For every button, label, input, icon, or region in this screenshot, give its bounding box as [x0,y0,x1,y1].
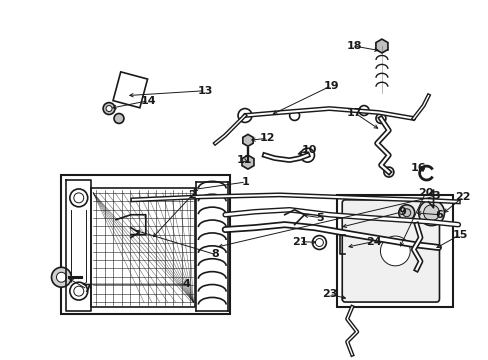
Circle shape [300,148,314,162]
Text: 3: 3 [432,191,439,201]
Bar [113,72,147,108]
Text: 5: 5 [316,213,324,223]
Circle shape [418,200,444,226]
Text: 16: 16 [410,163,426,173]
Circle shape [70,282,87,300]
Text: 19: 19 [323,81,339,91]
Text: 6: 6 [435,210,443,220]
Circle shape [398,205,414,221]
Bar [337,195,452,307]
Text: 22: 22 [455,192,470,202]
Text: 17: 17 [346,108,361,117]
Circle shape [238,109,251,122]
Circle shape [358,105,368,116]
Circle shape [51,267,71,287]
Circle shape [402,209,410,217]
Circle shape [315,239,323,247]
Text: 4: 4 [182,279,190,289]
Circle shape [375,113,385,123]
Text: 14: 14 [141,96,156,105]
Circle shape [423,205,439,221]
Text: 8: 8 [211,249,219,260]
Text: 15: 15 [452,230,467,239]
Circle shape [74,193,83,203]
Circle shape [312,235,325,249]
Circle shape [289,111,299,121]
Circle shape [383,167,393,177]
Circle shape [380,236,409,266]
Text: 2: 2 [188,190,196,200]
Text: 10: 10 [301,145,317,155]
Text: 24: 24 [366,237,381,247]
Text: 11: 11 [236,155,251,165]
Text: 21: 21 [291,237,306,247]
Text: 9: 9 [398,207,406,217]
Text: 13: 13 [197,86,213,96]
Text: 18: 18 [346,41,361,51]
FancyBboxPatch shape [342,200,439,302]
Circle shape [70,189,87,207]
Circle shape [106,105,112,112]
Circle shape [74,286,83,296]
Bar [61,175,230,314]
Circle shape [103,103,115,114]
Text: 1: 1 [242,177,249,187]
Text: 12: 12 [260,133,275,143]
Circle shape [114,113,123,123]
Circle shape [56,272,66,282]
Text: 20: 20 [417,188,432,198]
Text: 23: 23 [321,289,336,299]
Text: 7: 7 [83,284,91,294]
